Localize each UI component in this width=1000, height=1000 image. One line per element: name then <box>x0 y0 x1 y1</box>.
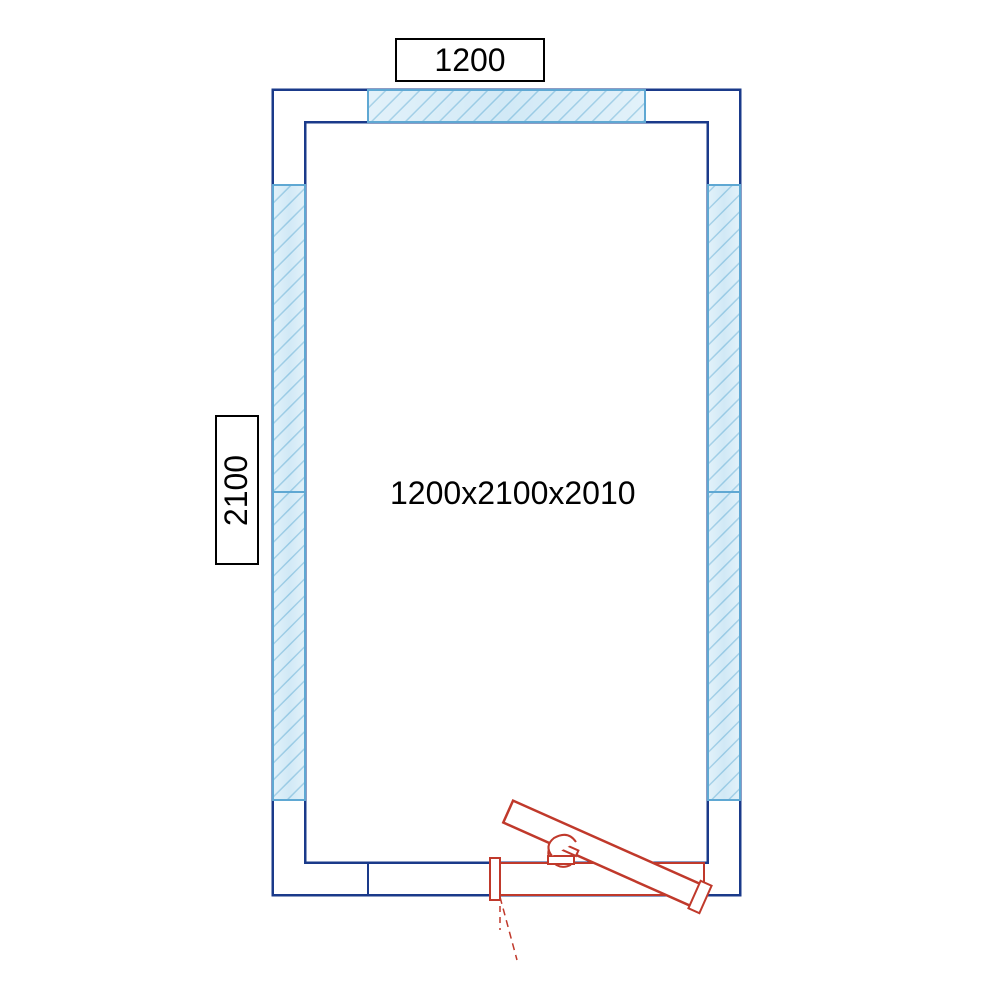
dimension-width-box: 1200 <box>395 38 545 82</box>
center-dimensions-label: 1200x2100x2010 <box>390 475 636 512</box>
door-assembly <box>490 798 712 960</box>
dimension-width-value: 1200 <box>434 42 505 79</box>
diagram-stage: 1200 2100 1200x2100x2010 <box>0 0 1000 1000</box>
dimension-height-box: 2100 <box>215 415 259 565</box>
dimension-height-value: 2100 <box>219 454 256 525</box>
